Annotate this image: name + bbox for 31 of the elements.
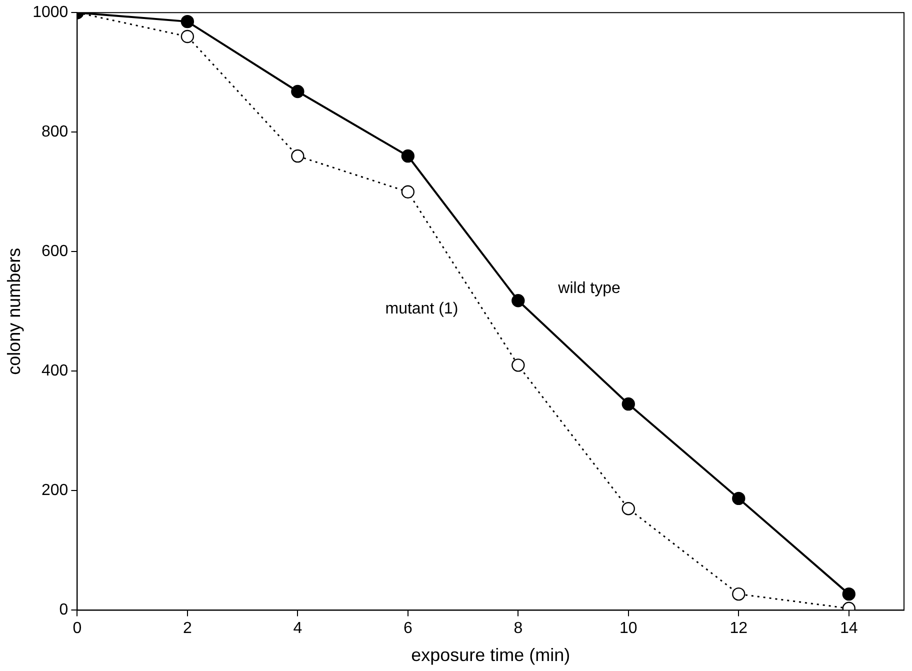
point xyxy=(291,84,304,98)
y-tick-label: 1000 xyxy=(32,4,68,22)
x-axis-title: exposure time (min) xyxy=(411,645,570,666)
x-tick-label: 4 xyxy=(293,620,302,638)
point xyxy=(401,185,415,198)
point xyxy=(401,149,415,163)
point xyxy=(291,149,304,163)
y-tick-label: 200 xyxy=(41,482,68,500)
y-tick-label: 0 xyxy=(59,602,68,619)
point xyxy=(512,294,525,308)
x-tick-label: 14 xyxy=(840,620,858,638)
x-tick-label: 6 xyxy=(403,620,412,638)
point xyxy=(622,502,635,516)
x-tick-label: 8 xyxy=(514,620,523,638)
x-tick-label: 10 xyxy=(620,620,638,638)
point xyxy=(732,587,746,601)
point xyxy=(512,358,525,372)
y-tick-label: 600 xyxy=(41,243,68,260)
series-label: mutant (1) xyxy=(385,300,458,318)
point xyxy=(622,397,635,411)
point xyxy=(180,14,194,28)
point xyxy=(180,30,194,44)
point xyxy=(732,492,746,506)
point xyxy=(842,587,856,601)
x-tick-label: 0 xyxy=(72,620,82,638)
x-tick-label: 2 xyxy=(182,620,192,638)
x-tick-label: 12 xyxy=(730,620,748,638)
y-tick-label: 800 xyxy=(41,124,68,141)
y-axis-title: colony numbers xyxy=(4,248,24,375)
y-tick-label: 400 xyxy=(41,362,68,380)
series-label: wild type xyxy=(557,280,621,298)
